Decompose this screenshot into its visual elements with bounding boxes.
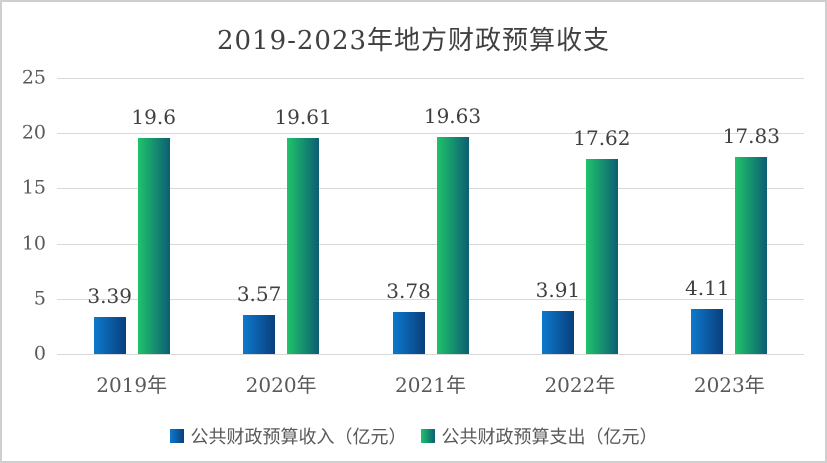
x-axis-label: 2022年 — [544, 373, 616, 397]
bar-revenue-2021年 — [392, 312, 425, 354]
gridline — [57, 243, 804, 245]
y-axis-tick-label: 10 — [21, 232, 46, 255]
x-axis-label: 2019年 — [96, 373, 168, 397]
y-axis-tick-label: 25 — [21, 66, 46, 89]
bar-value-label: 4.11 — [685, 275, 730, 300]
legend-label: 公共财政预算收入（亿元） — [190, 427, 407, 448]
gridline — [57, 354, 804, 355]
x-axis-label: 2023年 — [693, 373, 765, 397]
bar-value-label: 19.6 — [131, 104, 176, 129]
legend-label: 公共财政预算支出（亿元） — [441, 427, 658, 448]
gridline — [57, 133, 804, 135]
chart-title: 2019-2023年地方财政预算收支 — [216, 26, 611, 56]
y-axis-tick-label: 20 — [21, 121, 46, 144]
bar-value-label: 3.78 — [386, 279, 431, 304]
bar-value-label: 17.83 — [722, 124, 780, 149]
x-axis-label: 2020年 — [245, 373, 317, 397]
y-axis-tick-label: 15 — [21, 176, 46, 199]
legend-swatch-icon — [420, 429, 435, 443]
y-axis-tick-label: 5 — [33, 287, 46, 310]
bar-revenue-2022年 — [541, 310, 574, 354]
gridline — [57, 298, 804, 300]
bar-expense-2021年 — [436, 137, 469, 354]
bar-revenue-2019年 — [93, 316, 126, 354]
bar-revenue-2020年 — [243, 314, 276, 354]
bar-value-label: 17.62 — [573, 126, 631, 151]
bar-revenue-2023年 — [691, 308, 724, 354]
bar-expense-2023年 — [735, 157, 768, 354]
bar-value-label: 19.61 — [274, 104, 332, 129]
x-axis-label: 2021年 — [395, 373, 466, 397]
bar-value-label: 3.91 — [535, 277, 581, 302]
bar-value-label: 3.57 — [236, 281, 282, 306]
legend-item-revenue: 公共财政预算收入（亿元） — [169, 423, 407, 449]
bar-value-label: 3.39 — [87, 283, 132, 308]
bar-expense-2019年 — [137, 137, 170, 354]
gridline — [57, 188, 804, 190]
bar-expense-2022年 — [585, 159, 618, 354]
legend-swatch-icon — [169, 429, 184, 443]
chart-legend: 公共财政预算收入（亿元） 公共财政预算支出（亿元） — [2, 423, 825, 449]
bar-value-label: 19.63 — [423, 104, 482, 129]
bar-expense-2020年 — [287, 137, 320, 354]
y-axis-tick-label: 0 — [33, 342, 46, 365]
legend-item-expense: 公共财政预算支出（亿元） — [420, 423, 658, 449]
gridline — [57, 78, 804, 79]
